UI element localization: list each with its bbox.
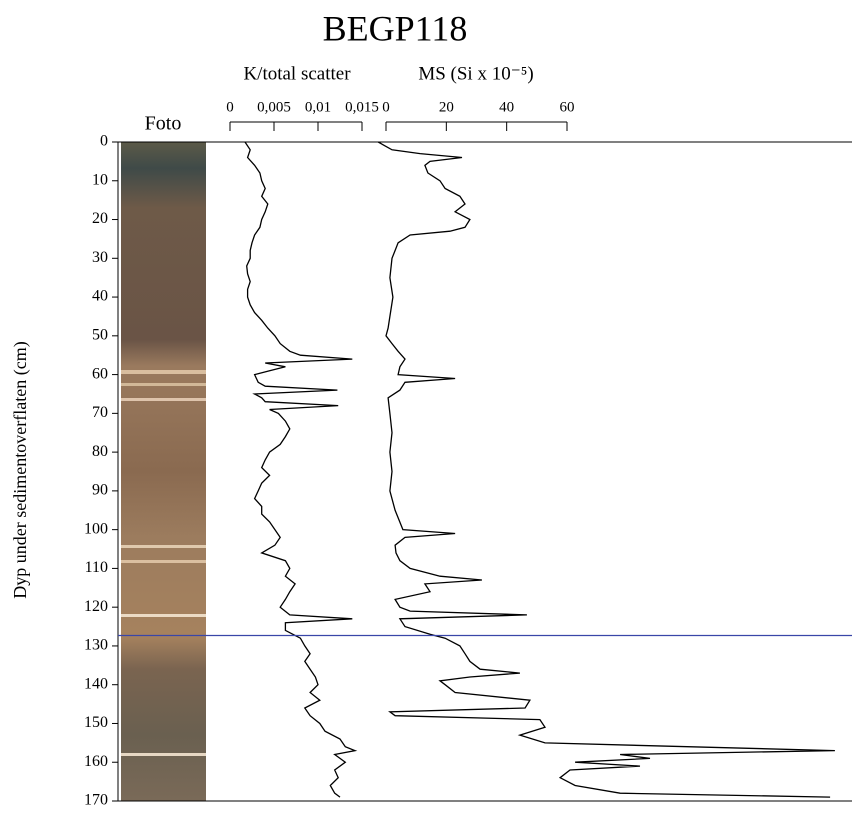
y-tick-label: 80 — [92, 443, 108, 460]
y-tick-label: 60 — [92, 365, 108, 382]
y-tick-label: 10 — [92, 171, 108, 188]
series-line — [377, 141, 835, 798]
y-tick-label: 20 — [92, 210, 108, 227]
core-photo — [121, 142, 206, 801]
y-tick-label: 140 — [84, 675, 108, 692]
y-tick-label: 50 — [92, 326, 108, 343]
y-tick-label: 110 — [85, 559, 108, 576]
y-tick-label: 0 — [100, 133, 108, 150]
y-axis-label: Dyp under sedimentoverflaten (cm) — [10, 341, 31, 598]
x-tick-label: 60 — [560, 99, 575, 115]
y-tick-label: 90 — [92, 482, 108, 499]
y-tick-label: 170 — [84, 792, 108, 809]
x-tick-label: 40 — [499, 99, 514, 115]
x-tick-label: 0 — [382, 99, 390, 115]
x-tick-label: 0,015 — [345, 99, 379, 115]
x-tick-label: 20 — [439, 99, 454, 115]
y-tick-label: 30 — [92, 249, 108, 266]
x-tick-label: 0,005 — [257, 99, 291, 115]
y-tick-label: 70 — [92, 404, 108, 421]
series-line — [244, 141, 358, 798]
y-tick-label: 160 — [84, 753, 108, 770]
x-tick-label: 0 — [226, 99, 234, 115]
axis-label: MS (Si x 10⁻⁵) — [418, 63, 533, 84]
y-tick-label: 100 — [84, 520, 108, 537]
axis-label: K/total scatter — [243, 63, 351, 84]
y-tick-label: 130 — [84, 637, 108, 654]
photo-label: Foto — [145, 113, 182, 135]
x-tick-label: 0,01 — [305, 99, 331, 115]
chart-title: BEGP118 — [323, 8, 468, 48]
y-tick-label: 150 — [84, 714, 108, 731]
y-tick-label: 40 — [92, 288, 108, 305]
y-tick-label: 120 — [84, 598, 108, 615]
